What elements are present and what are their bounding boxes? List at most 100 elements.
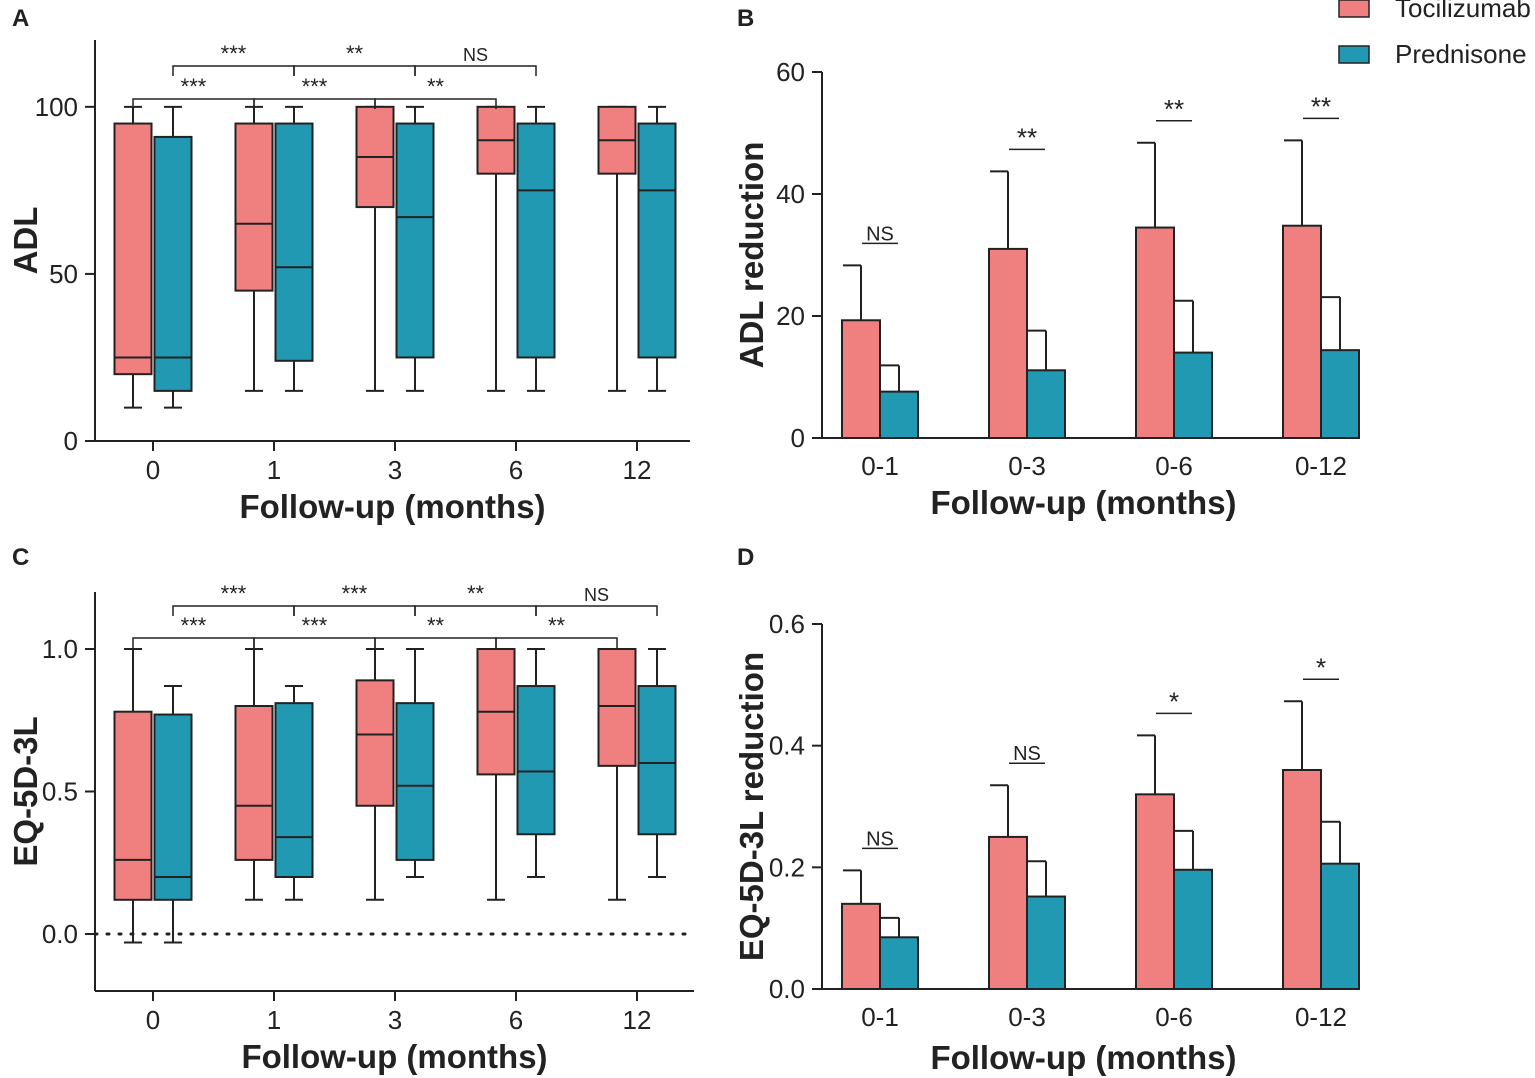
- x-axis-label-A: Follow-up (months): [239, 488, 545, 525]
- significance-label-C: ***: [302, 613, 328, 638]
- significance-label-C: ***: [181, 613, 207, 638]
- significance-label-A: NS: [463, 45, 488, 65]
- significance-label-C: **: [467, 581, 485, 606]
- box-prednisone: [637, 122, 677, 359]
- box-tocilizumab: [113, 710, 153, 901]
- significance-label-B: **: [1164, 94, 1184, 124]
- box-prednisone: [516, 685, 556, 836]
- y-tick-label-C: 1.0: [42, 634, 78, 664]
- y-tick-label-D: 0.2: [769, 852, 805, 882]
- significance-label-A: ***: [221, 41, 247, 66]
- bar-tocilizumab: [1282, 224, 1322, 439]
- significance-bracket-A: [414, 65, 537, 76]
- significance-label-A: **: [346, 41, 364, 66]
- panel-label-A: A: [12, 5, 29, 32]
- bar-prednisone: [1173, 868, 1213, 990]
- box-tocilizumab: [234, 122, 274, 292]
- y-tick-label-D: 0.4: [769, 731, 805, 761]
- box-prednisone: [516, 122, 556, 359]
- y-tick-label-C: 0.0: [42, 919, 78, 949]
- y-tick-label-B: 60: [776, 57, 805, 87]
- y-tick-label-B: 0: [791, 423, 805, 453]
- x-tick-label-D: 0-12: [1295, 1002, 1347, 1032]
- bar-prednisone: [879, 390, 919, 440]
- significance-label-B: **: [1017, 122, 1037, 152]
- significance-label-A: **: [427, 74, 445, 99]
- significance-bracket-A: [374, 98, 497, 109]
- x-axis-label-C: Follow-up (months): [241, 1038, 547, 1075]
- legend-swatch-tocilizumab: [1338, 0, 1370, 18]
- bar-tocilizumab: [841, 902, 881, 990]
- significance-label-C: **: [548, 613, 566, 638]
- x-tick-label-B: 0-3: [1008, 451, 1046, 481]
- box-tocilizumab: [234, 705, 274, 861]
- bar-tocilizumab: [1135, 226, 1175, 439]
- significance-label-A: ***: [181, 74, 207, 99]
- box-prednisone: [395, 702, 435, 861]
- panel-label-D: D: [737, 544, 754, 571]
- bar-prednisone: [1026, 369, 1066, 440]
- y-tick-label-B: 20: [776, 301, 805, 331]
- x-tick-label-A: 0: [146, 455, 160, 485]
- y-axis-label-C: EQ-5D-3L: [7, 716, 44, 866]
- y-axis-label-B: ADL reduction: [733, 142, 770, 369]
- box-tocilizumab: [597, 648, 637, 767]
- significance-label-B: **: [1311, 91, 1331, 121]
- significance-bracket-A: [132, 98, 255, 109]
- significance-label-D: NS: [866, 828, 894, 850]
- y-tick-label-D: 0.6: [769, 609, 805, 639]
- significance-label-C: **: [427, 613, 445, 638]
- bar-tocilizumab: [841, 319, 881, 439]
- significance-label-D: *: [1169, 686, 1179, 716]
- significance-label-D: *: [1316, 652, 1326, 682]
- y-tick-label-A: 0: [64, 426, 78, 456]
- legend-label-prednisone: Prednisone: [1395, 39, 1527, 69]
- x-tick-label-D: 0-6: [1155, 1002, 1193, 1032]
- bar-prednisone: [1320, 862, 1360, 991]
- box-tocilizumab: [113, 122, 153, 376]
- x-tick-label-C: 6: [509, 1005, 523, 1035]
- bar-tocilizumab: [988, 247, 1028, 439]
- y-axis-label-A: ADL: [7, 207, 44, 275]
- y-axis-label-D: EQ-5D-3L reduction: [733, 652, 770, 961]
- box-tocilizumab: [355, 679, 395, 807]
- x-tick-label-A: 3: [388, 455, 402, 485]
- x-axis-label-D: Follow-up (months): [930, 1039, 1236, 1076]
- x-tick-label-A: 12: [623, 455, 652, 485]
- significance-bracket-C: [253, 637, 376, 648]
- x-tick-label-B: 0-1: [861, 451, 899, 481]
- significance-bracket-C: [374, 637, 497, 648]
- legend-swatch-prednisone: [1338, 45, 1370, 64]
- significance-label-B: NS: [866, 223, 894, 245]
- box-prednisone: [274, 702, 314, 879]
- significance-label-C: ***: [342, 581, 368, 606]
- x-tick-label-B: 0-6: [1155, 451, 1193, 481]
- x-tick-label-C: 3: [388, 1005, 402, 1035]
- y-tick-label-C: 0.5: [42, 777, 78, 807]
- bar-prednisone: [879, 936, 919, 991]
- x-tick-label-C: 1: [267, 1005, 281, 1035]
- x-tick-label-C: 12: [623, 1005, 652, 1035]
- x-tick-label-D: 0-1: [861, 1002, 899, 1032]
- panel-label-C: C: [12, 544, 29, 571]
- box-prednisone: [637, 685, 677, 836]
- bar-prednisone: [1320, 349, 1360, 439]
- x-tick-label-D: 0-3: [1008, 1002, 1046, 1032]
- bar-tocilizumab: [988, 835, 1028, 991]
- bar-tocilizumab: [1282, 769, 1322, 990]
- significance-label-C: ***: [221, 581, 247, 606]
- x-tick-label-C: 0: [146, 1005, 160, 1035]
- box-prednisone: [153, 713, 193, 901]
- box-prednisone: [274, 122, 314, 362]
- significance-label-D: NS: [1013, 743, 1041, 765]
- x-tick-label-A: 1: [267, 455, 281, 485]
- bar-tocilizumab: [1135, 793, 1175, 990]
- box-prednisone: [395, 122, 435, 359]
- x-axis-label-B: Follow-up (months): [930, 484, 1236, 521]
- bar-prednisone: [1173, 351, 1213, 440]
- panel-label-B: B: [737, 5, 754, 32]
- significance-label-C: NS: [584, 585, 609, 605]
- y-tick-label-A: 100: [35, 92, 78, 122]
- significance-bracket-C: [535, 605, 658, 616]
